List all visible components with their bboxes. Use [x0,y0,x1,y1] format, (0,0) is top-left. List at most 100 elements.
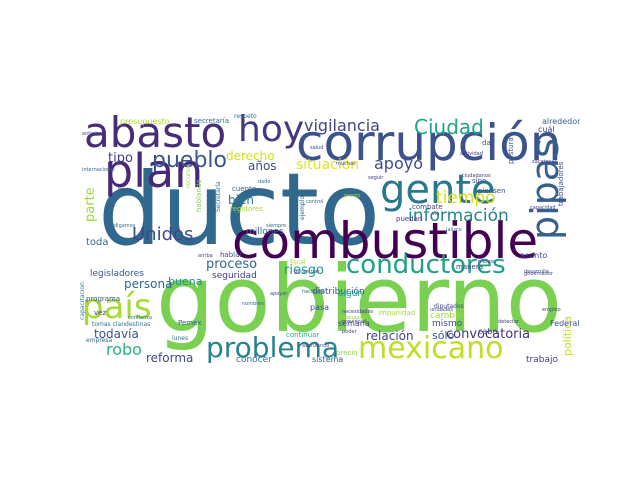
word-garantizar: garantizar [294,269,320,275]
word-trabajadores: trabajadores [557,161,565,206]
word-bien: bien [228,193,254,207]
word-buena: buena [168,275,203,288]
word-abasto: abasto [84,112,227,157]
word-avanzando: avanzando [302,343,330,349]
word-plan: plan [104,144,204,198]
word-puedan: puedan [396,215,423,223]
word-toda: toda [86,237,109,248]
word-conocer: conocer [236,355,272,365]
word-internacional: internacional [82,167,115,173]
word-impunidad: impunidad [378,309,416,317]
word-cabo: cabo [478,327,498,336]
word-persona: persona [124,277,173,291]
word-convocatoria: convocatoria [446,327,531,342]
word-postura: postura [507,137,515,164]
word-via: vía [432,211,440,217]
word-provincial: provincial [342,319,367,325]
word-derecho: derecho [226,149,275,163]
word-empresa: empresa [86,337,113,344]
word-guanajuato: Guanajuato [340,315,369,321]
word-riesgo: riesgo [284,263,324,278]
word-cambio: cambio [430,311,463,321]
word-jalisco: Jalisco [446,227,462,233]
word-unidos: Unidos [132,224,194,245]
word-ciudadanos: ciudadanos [462,173,491,179]
word-conductores: conductores [346,250,506,280]
word-hablando: hablando [195,179,203,212]
word-oportunidades: oportunidades [278,112,314,113]
word-millones: millones [246,227,284,237]
word-cloud: gobierno ducto corrupción combustible pl… [80,112,580,365]
word-hablar: hablar [220,251,243,259]
word-relacion: relación [366,329,414,343]
word-cuente: cuente [232,185,257,193]
word-muchas: muchas [336,161,356,167]
word-lunes: lunes [172,335,189,342]
word-necesidades: necesidades [342,309,374,315]
word-asunto: asunto [520,251,548,260]
word-respeto: respeto [234,113,257,120]
word-tomas: tomas clandestinas [92,321,151,328]
word-federal: Federal [550,319,580,328]
word-anos: años [248,159,277,173]
word-vez: vez [94,309,107,317]
word-capacitacion: capacitación [80,282,86,320]
word-alrededor: alrededor [542,117,580,126]
word-ducto: ducto [98,151,381,268]
word-mexicano: mexicano [358,331,504,365]
word-digamos: digamos [114,223,136,229]
word-apoyo: apoyo [374,154,424,173]
word-dar: dar [482,139,494,147]
word-poder: poder [342,329,357,335]
word-regidores: regidores [230,205,263,213]
word-parte: parte [83,187,98,222]
word-seguridad: seguridad [212,271,257,281]
word-anticipo: anticipo [82,131,102,137]
word-tipo: tipo [108,151,133,166]
word-situacion: situación [296,157,360,173]
word-control: control [306,199,324,205]
word-diputados: diputados [434,303,464,310]
word-detectar: detectar [498,319,520,325]
word-todavia: todavía [94,327,139,341]
word-menos: menos [478,259,495,265]
word-pemex: Pemex [178,319,202,327]
word-actividad: actividad [460,151,483,157]
word-cual: cuál [538,125,555,134]
word-sistema: sistema [312,355,344,364]
word-problema: problema [206,331,340,364]
word-continuar: continuar [286,331,320,339]
word-gobierno: gobierno [156,246,563,353]
word-pasa: pasa [310,303,330,312]
word-solo: sólo [432,329,455,342]
word-vigilancia: vigilancia [304,116,380,135]
word-robo: robo [106,340,142,359]
word-pais: país [82,287,152,327]
word-trabajo: trabajo [526,355,558,365]
word-proceso: proceso [206,257,258,272]
word-combustible: combustible [232,212,539,270]
word-desarrollo: desarrollo [524,269,549,275]
word-secretarias: Secretaría [215,181,222,212]
word-confianza: confianza [128,315,153,321]
word-recurso: recurso [185,165,192,188]
word-haciendo: haciendo [302,289,325,295]
word-empleo: empleo [542,307,561,313]
word-precio: precio [336,349,358,357]
word-piensen: piensen [478,187,506,195]
word-pueblo: pueblo [152,148,227,173]
word-siempre: siempre [266,223,287,229]
word-capacidad: capacidad [530,205,556,211]
word-reforma: reforma [146,351,194,365]
word-dado: dado [258,179,271,185]
word-hoy: hoy [238,112,305,150]
word-nombres: nombres [242,301,264,307]
word-manera: manera [456,263,484,271]
word-ciudad: Ciudad [414,115,484,139]
word-gente: gente [380,167,496,213]
word-arriba: arriba [198,253,213,259]
word-presupuesto: presupuesto [120,117,170,126]
word-mismo: mismo [432,319,463,329]
word-pronto: pronto [344,193,361,199]
word-algun: algún [338,289,364,299]
